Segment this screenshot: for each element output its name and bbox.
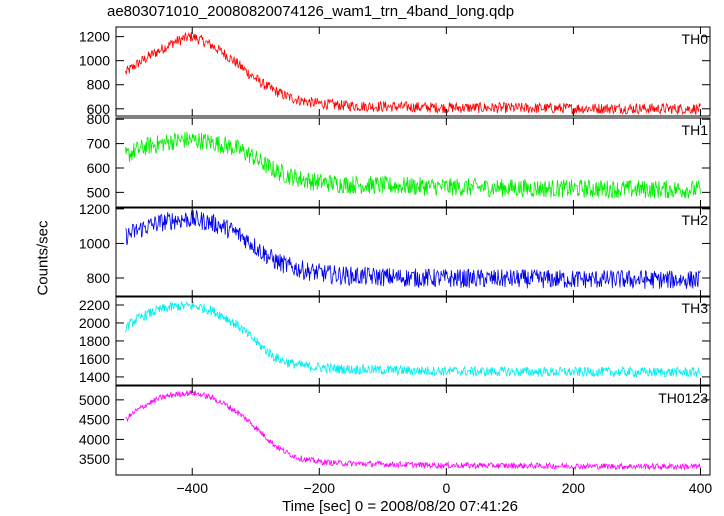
y-tick-label: 1000	[79, 53, 110, 69]
y-tick-label: 5000	[79, 392, 110, 408]
y-tick-label: 500	[87, 184, 111, 200]
panel-label: TH3	[682, 300, 709, 316]
panel-label: TH2	[682, 212, 709, 228]
y-tick-label: 1200	[79, 29, 110, 45]
panel-label: TH0	[682, 31, 709, 47]
y-tick-label: 1800	[79, 333, 110, 349]
y-tick-label: 1000	[79, 235, 110, 251]
y-tick-label: 4000	[79, 431, 110, 447]
panel-label: TH0123	[658, 390, 708, 406]
series-line-th3	[125, 300, 701, 378]
y-tick-label: 1200	[79, 201, 110, 217]
x-axis-label: Time [sec] 0 = 2008/08/20 07:41:26	[282, 498, 518, 515]
y-tick-label: 600	[87, 160, 111, 176]
y-tick-label: 800	[87, 111, 111, 127]
chart-title: ae803071010_20080820074126_wam1_trn_4ban…	[107, 3, 515, 20]
x-tick-label: −400	[176, 480, 208, 496]
y-tick-label: 600	[87, 101, 111, 117]
series-line-th0	[125, 31, 701, 116]
y-tick-label: 800	[87, 270, 111, 286]
series-line-th0123	[125, 390, 701, 471]
panel-label: TH1	[682, 122, 709, 138]
y-tick-label: 700	[87, 136, 111, 152]
y-tick-label: 2000	[79, 315, 110, 331]
series-line-th1	[125, 131, 701, 199]
x-tick-label: 400	[689, 480, 713, 496]
panel-frame	[115, 117, 711, 208]
x-tick-label: −200	[304, 480, 336, 496]
series-line-th2	[125, 209, 701, 289]
y-axis-label: Counts/sec	[34, 220, 52, 296]
y-tick-label: 4500	[79, 412, 110, 428]
y-tick-label: 800	[87, 77, 111, 93]
y-tick-label: 1600	[79, 351, 110, 367]
x-tick-label: 200	[562, 480, 586, 496]
panel-frame	[115, 385, 711, 476]
x-tick-label: 0	[442, 480, 450, 496]
y-tick-label: 2200	[79, 297, 110, 313]
y-tick-label: 3500	[79, 451, 110, 467]
panel-frame	[115, 207, 711, 298]
y-tick-label: 1400	[79, 369, 110, 385]
panel-frame	[115, 26, 711, 117]
